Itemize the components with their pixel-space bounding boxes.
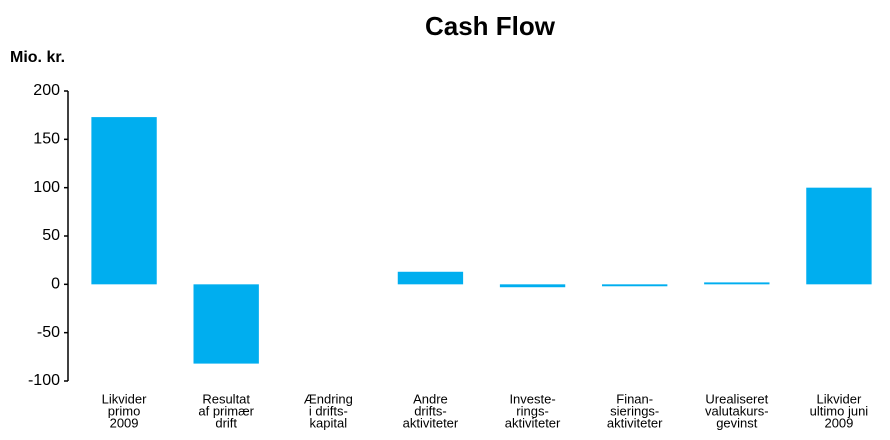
x-tick-label: Andre [413, 391, 448, 406]
y-tick-label: 50 [42, 227, 60, 244]
x-tick-label: rings- [516, 403, 549, 418]
bar [499, 284, 566, 288]
x-tick-label: Urealiseret [705, 391, 768, 406]
x-tick-label: kapital [310, 415, 348, 430]
bar [806, 187, 872, 285]
x-tick-label: i drifts- [309, 403, 348, 418]
x-tick-label: Likvider [817, 391, 862, 406]
bar [602, 284, 668, 287]
x-tick-label: drifts- [414, 403, 447, 418]
x-tick-label: aktiviteter [505, 415, 561, 430]
x-tick-label: ultimo juni [810, 403, 869, 418]
bar [704, 282, 770, 285]
x-tick-label: gevinst [716, 415, 758, 430]
y-tick-label: 0 [51, 276, 60, 293]
bar [397, 271, 464, 285]
x-tick-label: Finan- [616, 391, 653, 406]
y-tick-label: 150 [33, 131, 60, 148]
x-tick-label: aktiviteter [607, 415, 663, 430]
x-tick-label: Resultat [202, 391, 250, 406]
x-tick-label: aktiviteter [403, 415, 459, 430]
x-tick-label: af primær [198, 403, 254, 418]
y-axis-label: Mio. kr. [10, 49, 65, 66]
x-tick-label: Likvider [102, 391, 147, 406]
y-tick-label: -50 [37, 324, 60, 341]
x-tick-label: 2009 [824, 415, 853, 430]
chart-title: Cash Flow [425, 11, 556, 41]
x-tick-label: valutakurs- [705, 403, 769, 418]
x-tick-label: Investe- [509, 391, 555, 406]
bar [193, 284, 259, 364]
y-tick-label: 100 [33, 179, 60, 196]
x-tick-label: 2009 [110, 415, 139, 430]
x-tick-label: Ændring [304, 391, 353, 406]
bar [91, 117, 157, 285]
y-tick-label: -100 [28, 372, 60, 389]
x-tick-label: drift [215, 415, 237, 430]
x-tick-label: sierings- [610, 403, 659, 418]
y-tick-label: 200 [33, 82, 60, 99]
x-tick-label: primo [108, 403, 141, 418]
